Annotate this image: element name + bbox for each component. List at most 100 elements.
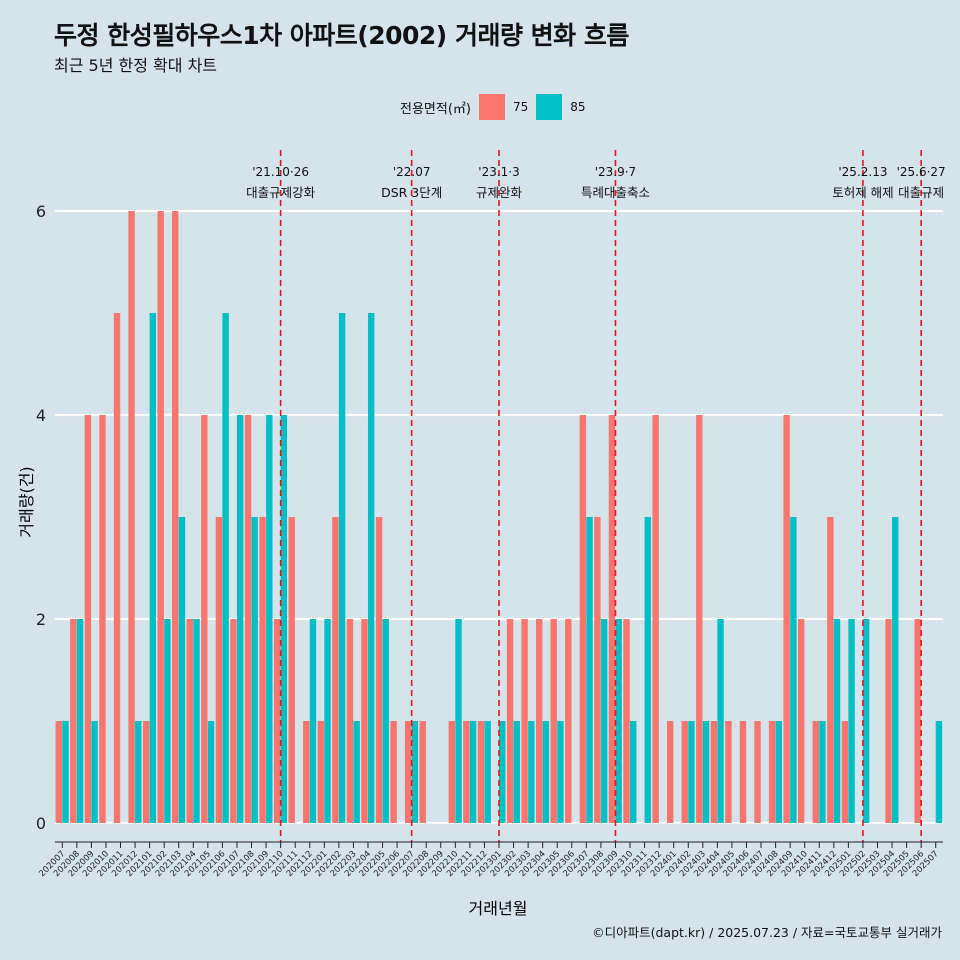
bar-75-202312 xyxy=(652,415,659,823)
chart-title: 두정 한성필하우스1차 아파트(2002) 거래량 변화 흐름 xyxy=(54,21,629,50)
bar-85-202402 xyxy=(688,721,695,823)
bar-75-202408 xyxy=(768,721,776,823)
bar-75-202101 xyxy=(142,721,150,823)
bar-75-202203 xyxy=(346,619,354,823)
event-label-202110: 대출규제강화 xyxy=(246,185,316,200)
bar-75-202504 xyxy=(885,619,892,823)
bar-75-202405 xyxy=(725,721,732,823)
bar-85-202307 xyxy=(586,517,593,823)
bar-85-202408 xyxy=(775,721,782,823)
y-tick-label-2: 2 xyxy=(36,610,46,629)
bar-85-202311 xyxy=(644,517,651,823)
bar-75-202103 xyxy=(172,211,179,823)
event-date-202309: '23.9·7 xyxy=(595,165,636,179)
bar-75-202506 xyxy=(914,619,921,823)
bar-75-202202 xyxy=(332,517,339,823)
bar-85-202009 xyxy=(91,721,98,823)
bar-85-202101 xyxy=(149,313,157,823)
bar-75-202402 xyxy=(681,721,688,823)
bar-75-202009 xyxy=(84,415,92,823)
bar-75-202010 xyxy=(99,415,106,823)
event-date-202110: '21.10·26 xyxy=(252,165,309,179)
bar-85-202211 xyxy=(469,721,477,823)
bar-75-202305 xyxy=(550,619,557,823)
bar-85-202108 xyxy=(251,517,258,823)
bar-75-202303 xyxy=(521,619,528,823)
bar-75-202306 xyxy=(565,619,572,823)
bar-85-202203 xyxy=(353,721,360,823)
legend: 전용면적(㎡) 75 85 xyxy=(400,93,594,121)
bar-85-202007 xyxy=(62,721,69,823)
bar-75-202207 xyxy=(404,721,412,823)
bar-85-202301 xyxy=(499,721,506,823)
bar-85-202205 xyxy=(382,619,389,823)
event-date-202301: '23.1·3 xyxy=(478,165,519,179)
bar-75-202109 xyxy=(259,517,266,823)
bar-75-202106 xyxy=(215,517,223,823)
bar-75-202307 xyxy=(579,415,587,823)
chart-subtitle: 최근 5년 한정 확대 차트 xyxy=(54,56,218,75)
bar-85-202303 xyxy=(528,721,535,823)
bar-85-202412 xyxy=(833,619,841,823)
bar-85-202404 xyxy=(717,619,724,823)
bar-75-202104 xyxy=(186,619,193,823)
bar-85-202109 xyxy=(266,415,273,823)
bar-75-202111 xyxy=(288,517,295,823)
bar-75-202403 xyxy=(696,415,703,823)
bar-75-202501 xyxy=(841,721,849,823)
bar-75-202204 xyxy=(361,619,368,823)
bar-85-202304 xyxy=(542,721,550,823)
bar-85-202008 xyxy=(76,619,84,823)
bar-85-202202 xyxy=(338,313,346,823)
bar-85-202501 xyxy=(848,619,855,823)
bar-85-202302 xyxy=(513,721,520,823)
bar-85-202305 xyxy=(557,721,564,823)
bar-75-202409 xyxy=(783,415,790,823)
bar-85-202507 xyxy=(935,721,943,823)
bar-75-202407 xyxy=(754,721,761,823)
event-label-202207: DSR 3단계 xyxy=(381,185,442,200)
bar-75-202411 xyxy=(812,721,819,823)
legend-label-75: 75 xyxy=(512,100,529,114)
event-label-202309: 특례대출축소 xyxy=(581,185,650,200)
bar-75-202007 xyxy=(55,721,62,823)
bar-75-202302 xyxy=(506,619,514,823)
bar-75-202410 xyxy=(798,619,805,823)
event-lines: '21.10·26 대출규제강화 '22.07 DSR 3단계 '23.1·3 규제완화 '… xyxy=(246,150,946,842)
bar-75-202412 xyxy=(827,517,834,823)
bar-85-202403 xyxy=(702,721,710,823)
event-label-202506: 대출규제 xyxy=(898,185,944,200)
bar-75-202210 xyxy=(448,721,456,823)
bar-75-202201 xyxy=(317,721,325,823)
bar-85-202104 xyxy=(193,619,200,823)
bar-75-202309 xyxy=(608,415,616,823)
bar-75-202112 xyxy=(303,721,310,823)
event-date-202506: '25.6·27 xyxy=(897,165,946,179)
event-label-202502: 토허제 해제 xyxy=(832,185,893,200)
bar-75-202304 xyxy=(535,619,543,823)
bar-75-202406 xyxy=(739,721,747,823)
event-date-202502: '25.2.13 xyxy=(838,165,887,179)
bar-75-202211 xyxy=(463,721,470,823)
bar-85-202308 xyxy=(600,619,608,823)
event-label-202301: 규제완화 xyxy=(476,185,523,200)
bar-85-202110 xyxy=(280,415,288,823)
y-tick-label-0: 0 xyxy=(36,814,46,833)
bar-85-202012 xyxy=(135,721,142,823)
bar-85-202105 xyxy=(207,721,215,823)
y-tick-label-4: 4 xyxy=(36,406,46,425)
legend-label-85: 85 xyxy=(570,100,586,114)
bar-85-202207 xyxy=(411,721,419,823)
legend-title: 전용면적(㎡) xyxy=(400,101,471,117)
bar-85-202102 xyxy=(164,619,171,823)
bar-85-202309 xyxy=(615,619,622,823)
bar-75-202401 xyxy=(666,721,674,823)
bar-85-202212 xyxy=(484,721,491,823)
bar-75-202308 xyxy=(594,517,601,823)
bar-85-202106 xyxy=(222,313,229,823)
bar-75-202205 xyxy=(375,517,383,823)
bar-85-202107 xyxy=(236,415,244,823)
bar-85-202112 xyxy=(309,619,317,823)
bar-85-202310 xyxy=(630,721,637,823)
bar-85-202502 xyxy=(862,619,870,823)
